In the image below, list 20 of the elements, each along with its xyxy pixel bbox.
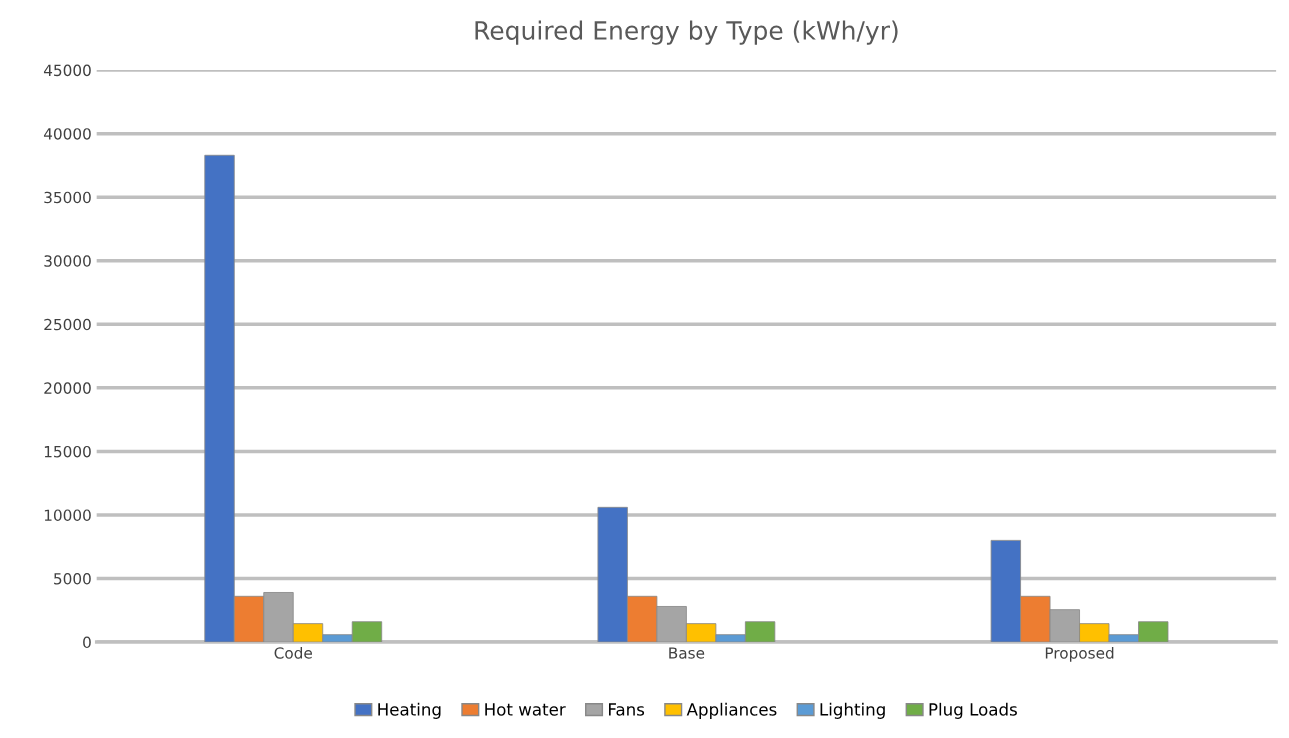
x-tick-label: Code (274, 646, 312, 659)
legend-label: Plug Loads (929, 702, 1017, 719)
y-tick-label: 0 (83, 636, 91, 649)
y-tick-label: 10000 (44, 509, 91, 521)
y-tick-label: 35000 (44, 191, 91, 204)
legend-label: Lighting (820, 702, 885, 719)
legend-label: Hot water (485, 703, 566, 716)
legend-label: Heating (378, 702, 441, 719)
legend-label: Appliances (686, 702, 777, 719)
legend-label: Fans (609, 703, 645, 716)
y-tick-label: 5000 (54, 572, 91, 585)
x-tick-label: Proposed (1045, 646, 1114, 662)
y-tick-label: 15000 (44, 445, 91, 458)
y-tick-label: 30000 (44, 255, 91, 267)
y-tick-label: 20000 (44, 382, 91, 394)
y-tick-label: 40000 (43, 128, 91, 140)
x-tick-label: Base (669, 647, 705, 659)
chart-title: Required Energy by Type (kWh/yr) (475, 20, 898, 45)
y-tick-label: 45000 (43, 64, 91, 77)
y-tick-label: 25000 (44, 318, 91, 331)
